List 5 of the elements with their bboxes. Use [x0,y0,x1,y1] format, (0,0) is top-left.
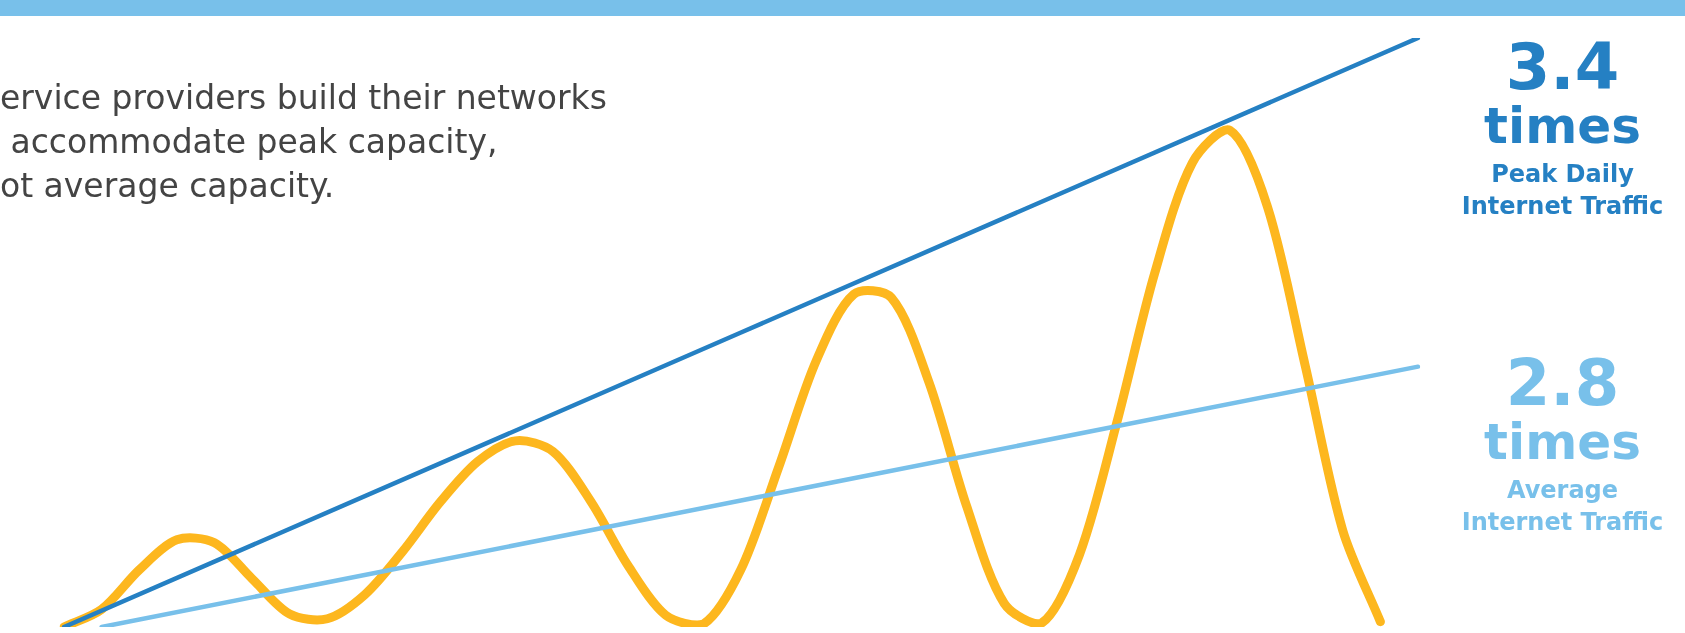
text: 2.8 times [1483,346,1642,471]
text: Average Internet Traffic [1460,475,1665,538]
text: Peak Daily Internet Traffic [1460,159,1665,222]
text: ervice providers build their networks accommodate peak capacity, ot average capacity. [0,77,607,207]
text: 3.4 times [1483,30,1642,155]
